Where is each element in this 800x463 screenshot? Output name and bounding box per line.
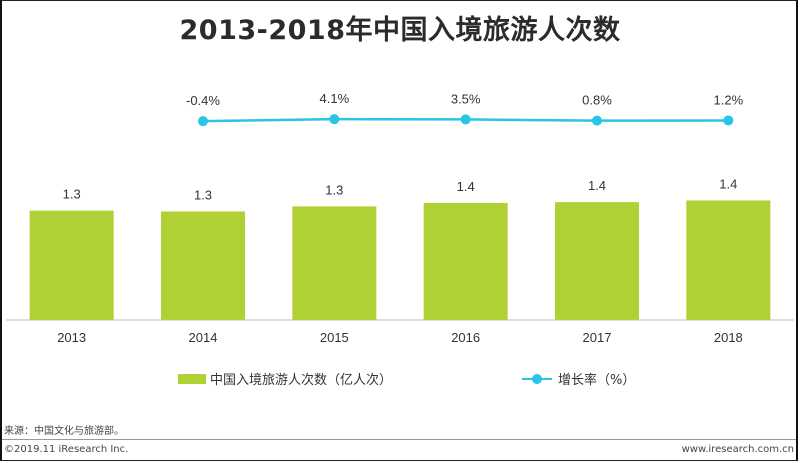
rate-point-2014	[198, 116, 208, 127]
rate-point-2018	[723, 115, 734, 126]
rate-point-2017	[592, 115, 602, 126]
source-note: 来源：中国文化与旅游部。	[4, 426, 124, 437]
x-tick-label-2016: 2016	[451, 330, 480, 345]
bar-2018	[686, 200, 771, 320]
bar-2017	[555, 202, 639, 320]
legend-line-label: 增长率（%）	[558, 373, 636, 388]
bar-value-label-2018: 1.4	[719, 176, 737, 191]
chart-title: 2013-2018年中国入境旅游人次数	[179, 15, 621, 46]
bar-value-label-2014: 1.3	[194, 187, 212, 202]
bar-2013	[29, 210, 114, 320]
legend-item-bar: 中国入境旅游人次数（亿人次）	[178, 369, 392, 388]
rate-label-2017: 0.8%	[582, 93, 612, 108]
bar-2014	[161, 211, 245, 320]
legend-bar-label: 中国入境旅游人次数（亿人次）	[210, 373, 393, 388]
legend-bar-swatch	[178, 373, 206, 384]
website-link[interactable]: www.iresearch.com.cn	[681, 444, 794, 455]
legend-item-line: 增长率（%）	[522, 369, 635, 388]
x-tick-label-2014: 2014	[189, 330, 218, 345]
rate-label-2014: -0.4%	[186, 93, 220, 108]
bar-2015	[292, 206, 377, 320]
bar-2016	[423, 202, 508, 320]
x-tick-label-2018: 2018	[714, 330, 743, 345]
chart-legend: 中国入境旅游人次数（亿人次） 增长率（%）	[0, 369, 800, 389]
copyright-text: ©2019.11 iResearch Inc.	[4, 444, 129, 455]
x-tick-label-2013: 2013	[57, 330, 86, 345]
rate-point-2015	[329, 114, 340, 125]
rate-label-2016: 3.5%	[451, 91, 481, 106]
legend-line-swatch	[522, 373, 552, 384]
rate-label-2018: 1.2%	[714, 92, 744, 107]
x-tick-label-2017: 2017	[583, 330, 612, 345]
x-tick-label-2015: 2015	[320, 330, 349, 345]
rate-point-2016	[460, 114, 471, 125]
bar-value-label-2016: 1.4	[457, 179, 475, 194]
bar-value-label-2015: 1.3	[325, 182, 343, 197]
bar-value-label-2017: 1.4	[588, 178, 606, 193]
bar-value-label-2013: 1.3	[63, 187, 81, 202]
footer-divider	[2, 439, 796, 440]
rate-label-2015: 4.1%	[320, 91, 350, 106]
